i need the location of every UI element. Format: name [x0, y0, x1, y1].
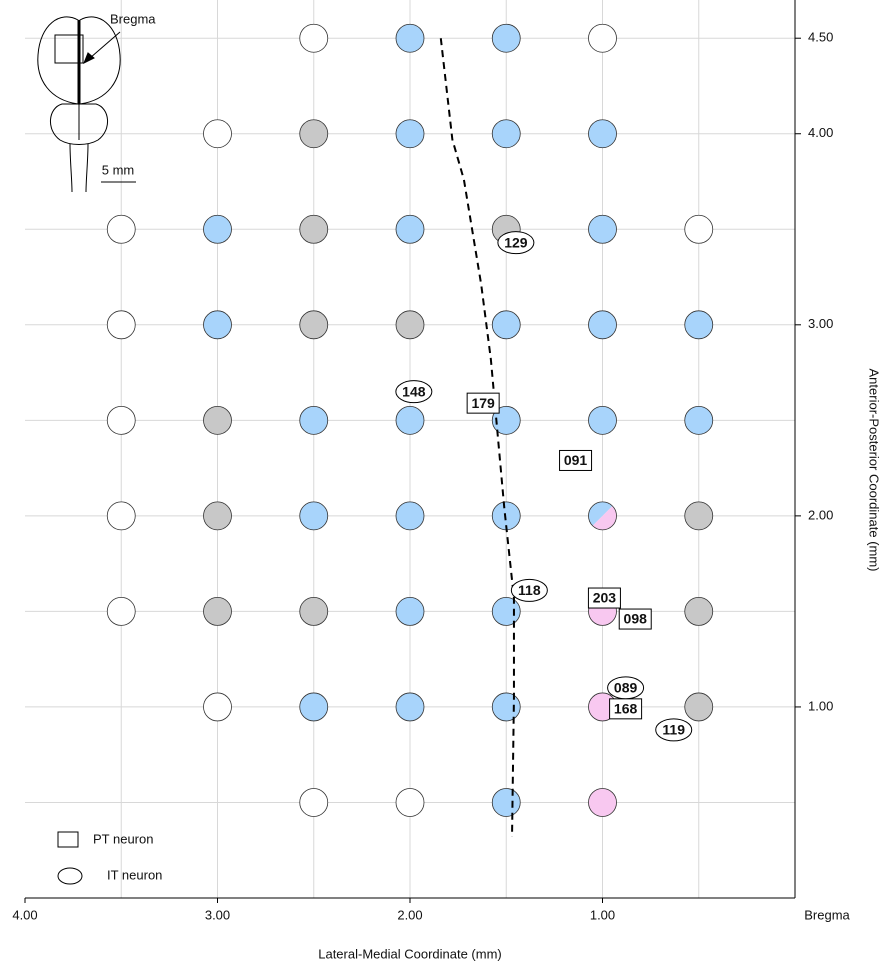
- legend-label: IT neuron: [107, 867, 162, 882]
- split-point: [589, 502, 617, 530]
- legend-ellipse: [58, 868, 82, 884]
- y-tick-label: 3.00: [808, 316, 833, 331]
- point: [685, 406, 713, 434]
- point: [204, 693, 232, 721]
- point: [204, 215, 232, 243]
- annotation-label: 089: [614, 680, 638, 696]
- point: [300, 502, 328, 530]
- annotation-label: 091: [564, 452, 588, 468]
- annotation-label: 119: [662, 722, 685, 738]
- point: [492, 693, 520, 721]
- point: [685, 597, 713, 625]
- y-tick-label: 1.00: [808, 698, 833, 713]
- annotation-label: 118: [518, 582, 541, 598]
- point: [396, 24, 424, 52]
- point: [300, 788, 328, 816]
- point: [396, 693, 424, 721]
- point: [396, 215, 424, 243]
- point: [589, 788, 617, 816]
- annotation-label: 203: [593, 590, 617, 606]
- x-end-label: Bregma: [804, 907, 850, 922]
- point: [300, 120, 328, 148]
- point: [204, 597, 232, 625]
- chart: Bregma Lateral-Medial Coordinate (mm) An…: [0, 0, 882, 966]
- legend-label: PT neuron: [93, 831, 153, 846]
- point: [107, 215, 135, 243]
- point: [300, 24, 328, 52]
- point: [204, 120, 232, 148]
- point: [396, 120, 424, 148]
- point: [589, 24, 617, 52]
- x-axis-label: Lateral-Medial Coordinate (mm): [318, 946, 502, 961]
- point: [589, 406, 617, 434]
- point: [492, 597, 520, 625]
- y-tick-label: 4.50: [808, 30, 833, 45]
- point: [300, 215, 328, 243]
- point: [492, 24, 520, 52]
- point: [685, 215, 713, 243]
- point: [396, 597, 424, 625]
- annotation-label: 148: [402, 383, 426, 399]
- point: [492, 788, 520, 816]
- point: [107, 311, 135, 339]
- point: [107, 502, 135, 530]
- point: [396, 502, 424, 530]
- point: [107, 406, 135, 434]
- point: [589, 311, 617, 339]
- legend: PT neuron IT neuron: [58, 831, 162, 884]
- y-axis-label: Anterior-Posterior Coordinate (mm): [867, 368, 882, 571]
- point: [685, 693, 713, 721]
- scale-label: 5 mm: [102, 162, 135, 177]
- x-tick-label: 4.00: [12, 907, 37, 922]
- point: [589, 215, 617, 243]
- point: [492, 120, 520, 148]
- point: [204, 502, 232, 530]
- point: [396, 311, 424, 339]
- y-tick-label: 4.00: [808, 125, 833, 140]
- point: [300, 597, 328, 625]
- point: [204, 311, 232, 339]
- point: [685, 311, 713, 339]
- x-tick-label: 3.00: [205, 907, 230, 922]
- point: [685, 502, 713, 530]
- annotation-label: 098: [624, 611, 648, 627]
- annotation-label: 129: [504, 234, 528, 250]
- point: [396, 406, 424, 434]
- point: [107, 597, 135, 625]
- x-tick-label: 1.00: [590, 907, 615, 922]
- point: [204, 406, 232, 434]
- legend-box: [58, 832, 78, 847]
- x-tick-label: 2.00: [397, 907, 422, 922]
- point: [396, 788, 424, 816]
- inset-label: Bregma: [110, 11, 156, 26]
- point: [300, 311, 328, 339]
- annotation-label: 179: [471, 395, 495, 411]
- point: [589, 120, 617, 148]
- annotation-label: 168: [614, 701, 638, 717]
- y-tick-label: 2.00: [808, 507, 833, 522]
- point: [300, 693, 328, 721]
- point: [492, 311, 520, 339]
- point: [300, 406, 328, 434]
